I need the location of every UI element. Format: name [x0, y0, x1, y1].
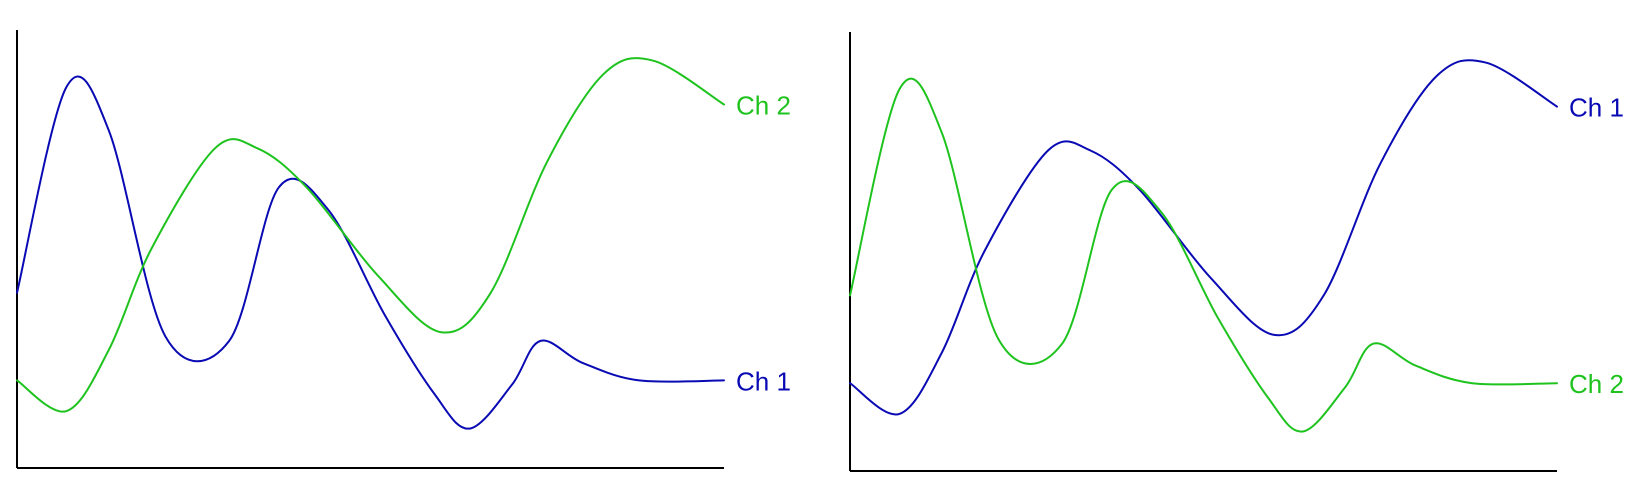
series-line-ch2 — [16, 57, 725, 413]
series-label-ch2: Ch 2 — [736, 90, 791, 120]
series-label-ch2: Ch 2 — [1569, 369, 1624, 399]
series-line-ch2 — [849, 77, 1558, 433]
series-label-ch1: Ch 1 — [1569, 93, 1624, 123]
left-chart: Ch 1 Ch 2 — [16, 30, 791, 469]
series-line-ch1 — [16, 75, 725, 430]
right-chart: Ch 1 Ch 2 — [849, 32, 1624, 472]
series-label-ch1: Ch 1 — [736, 366, 791, 396]
series-line-ch1 — [849, 59, 1558, 416]
